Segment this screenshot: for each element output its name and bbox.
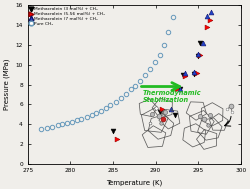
Text: Thermodynamic
Stabilization: Thermodynamic Stabilization <box>143 91 202 103</box>
Y-axis label: Pressure (MPa): Pressure (MPa) <box>4 59 10 110</box>
X-axis label: Temperature (K): Temperature (K) <box>106 179 162 186</box>
Legend: Methacrolein (3 mol%) + CH₄, Methacrolein (5.56 mol%) + CH₄, Methacrolein (7 mol: Methacrolein (3 mol%) + CH₄, Methacrolei… <box>29 7 106 26</box>
